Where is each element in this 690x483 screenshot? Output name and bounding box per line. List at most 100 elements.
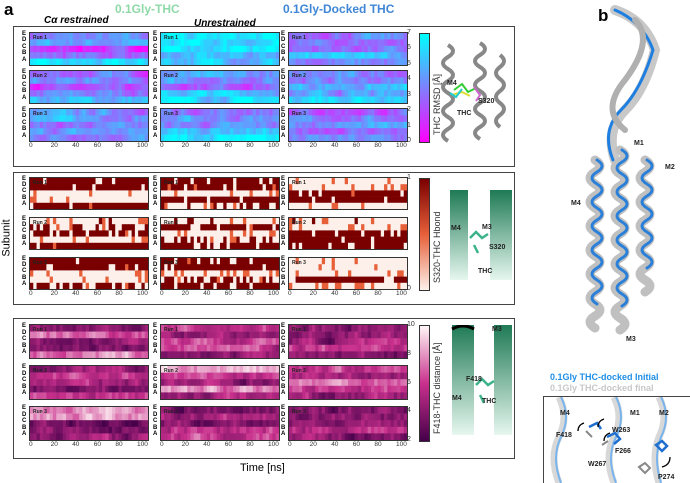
heatmap-cell [95,366,100,373]
heatmap-cell [72,196,77,204]
heatmap-cell [318,270,323,277]
heatmap-cell [177,236,182,244]
heatmap-cell [229,33,234,40]
heatmap-cell [46,433,51,440]
heatmap-cell [344,407,349,414]
heatmap-cell [233,392,237,399]
heatmap-cell [305,392,310,399]
heatmap-cell [92,413,96,421]
heatmap-cell [180,77,185,85]
heatmap-cell [187,426,191,434]
heatmap-cell [187,351,191,358]
heatmap-cell [95,270,100,277]
heatmap-cell [348,45,352,53]
heatmap-cell [167,58,172,65]
heatmap-cell [108,433,113,440]
heatmap-cell [105,39,110,47]
heatmap-cell [305,236,310,244]
heatmap-cell [216,134,221,141]
heatmap-cell [39,224,44,231]
heatmap-cell [98,90,103,97]
heatmap-cell [387,77,392,85]
heatmap-cell [354,115,359,123]
heatmap-cell [328,96,333,103]
heatmap-cell [174,184,178,191]
subunit-tick: E [281,364,286,370]
heatmap-cell [272,52,277,59]
heatmap-cell [397,71,401,78]
heatmap-cell [46,71,51,78]
heatmap-cell [203,282,208,289]
heatmap-cell [325,77,329,85]
heatmap-cell [367,258,372,265]
heatmap-cell [377,45,382,53]
heatmap-cell [92,90,96,97]
heatmap-cell [236,218,241,225]
heatmap-cell [30,351,34,358]
heatmap-cell [328,190,333,197]
heatmap-cell [39,372,44,380]
heatmap-cell [121,258,126,265]
heatmap-cell [321,258,326,265]
heatmap-cell [206,242,211,249]
heatmap-cell [338,109,342,116]
heatmap-cell [131,83,136,91]
heatmap-cell [295,407,300,414]
heatmap-cell [138,33,142,40]
heatmap-cell [79,242,83,249]
heatmap-cell [128,379,133,387]
heatmap-cell [92,83,96,91]
heatmap-cell [203,83,208,91]
heatmap-cell [318,96,323,103]
heatmap-cell [128,96,133,103]
heatmap-cell [30,230,34,237]
heatmap-cell [82,276,87,284]
heatmap-cell [239,71,244,78]
heatmap-cell [377,236,382,244]
heatmap-cell [206,109,211,116]
heatmap-cell [82,218,87,225]
heatmap-cell [167,344,172,352]
heatmap-cell [302,379,306,387]
heatmap-cell [367,366,372,373]
heatmap-cell [105,109,110,116]
heatmap-cell [174,33,178,40]
heatmap-cell [206,379,211,387]
heatmap-cell [187,372,191,380]
x-tick-label: 60 [93,290,102,297]
heatmap-cell [393,344,398,352]
heatmap-cell [131,344,136,352]
heatmap-cell [102,270,106,277]
heatmap-cell [89,196,93,204]
heatmap-cell [265,115,270,123]
heatmap-cell [387,58,392,65]
heatmap-cell [397,351,401,358]
heatmap-cell [246,379,250,387]
heatmap-cell [338,121,342,129]
heatmap-cell [82,190,87,197]
heatmap-cell [141,270,146,277]
heatmap-cell [292,109,296,116]
heatmap-cell [318,385,323,393]
heatmap-cell [246,351,250,358]
heatmap-cell [298,77,303,85]
heatmap-cell [200,77,205,85]
heatmap-cell [98,366,103,373]
heatmap-cell [351,109,355,116]
heatmap-cell [354,178,359,185]
heatmap-cell [331,276,336,284]
heatmap-cell [183,242,188,249]
heatmap-cell [39,344,44,352]
heatmap-cell [121,96,126,103]
heatmap-cell [308,372,313,380]
heatmap-cell [46,338,51,346]
heatmap-cell [259,372,264,380]
heatmap-cell [174,264,178,271]
x-tick-label: 60 [224,142,233,149]
heatmap-cell [364,190,369,197]
heatmap-cell [187,236,191,244]
heatmap-cell [131,33,136,40]
heatmap-cell [190,407,195,414]
heatmap-cell [128,276,133,284]
heatmap-cell [72,338,77,346]
